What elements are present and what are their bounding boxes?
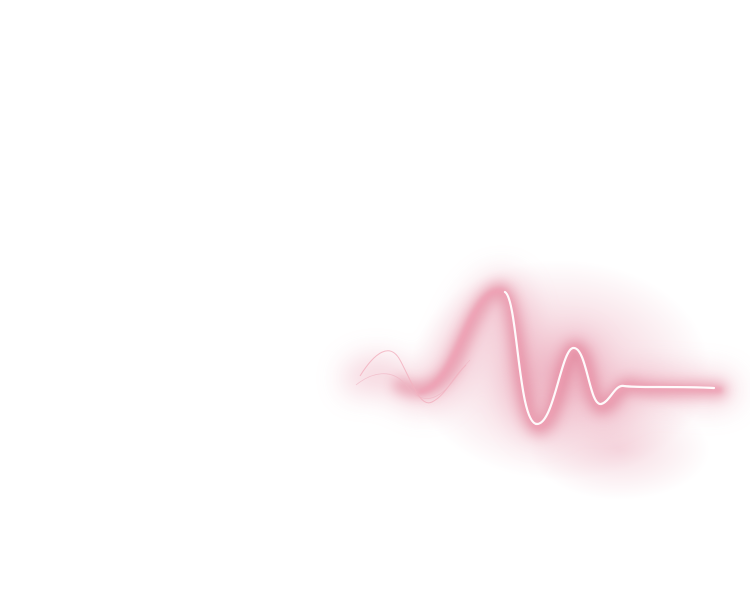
wave-highlight	[503, 290, 716, 426]
wave-fine-line-2	[355, 359, 471, 400]
glow-haze-lower	[530, 400, 710, 500]
